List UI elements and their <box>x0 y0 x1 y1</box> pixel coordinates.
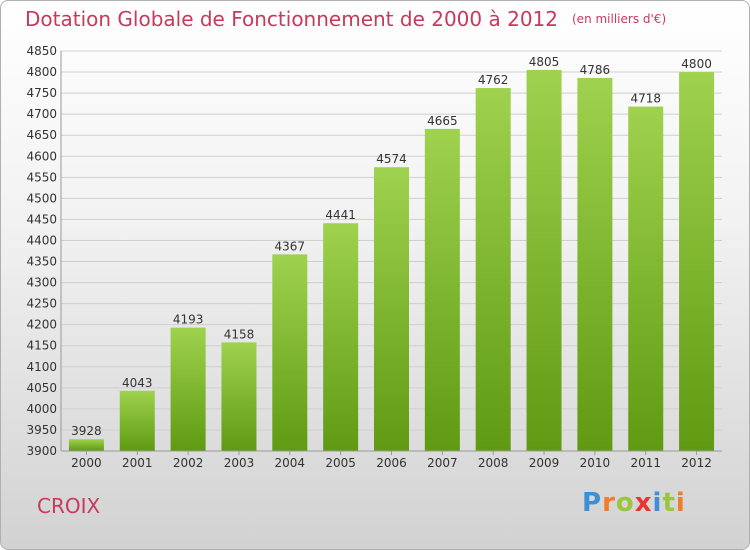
bar-value-label: 4441 <box>325 208 356 222</box>
logo-letter: r <box>602 488 616 518</box>
logo-letter: t <box>662 488 676 518</box>
bar-value-label: 4665 <box>427 114 458 128</box>
bar <box>628 106 664 451</box>
bar-value-label: 4158 <box>224 327 255 341</box>
y-tick-label: 4750 <box>26 86 57 100</box>
y-tick-label: 4350 <box>26 255 57 269</box>
y-tick-label: 4600 <box>26 149 57 163</box>
y-tick-label: 4050 <box>26 381 57 395</box>
bar-value-label: 4762 <box>478 73 509 87</box>
bar-value-label: 4805 <box>529 55 560 69</box>
bar-value-label: 3928 <box>71 424 102 438</box>
y-tick-label: 4550 <box>26 170 57 184</box>
x-tick-label: 2011 <box>630 456 661 470</box>
bar <box>221 342 257 451</box>
bar-value-label: 4786 <box>580 63 611 77</box>
bar <box>68 439 104 451</box>
bar-value-label: 4718 <box>630 92 661 106</box>
bar-value-label: 4193 <box>173 313 204 327</box>
bar-value-label: 4367 <box>275 239 306 253</box>
city-name: CROIX <box>37 494 101 518</box>
x-tick-label: 2010 <box>580 456 611 470</box>
x-tick-label: 2008 <box>478 456 509 470</box>
y-tick-label: 4300 <box>26 276 57 290</box>
y-tick-label: 3900 <box>26 444 57 458</box>
x-tick-label: 2012 <box>681 456 712 470</box>
y-tick-label: 4850 <box>26 44 57 58</box>
bar <box>272 254 308 451</box>
logo-letter: x <box>634 488 653 518</box>
bar <box>170 327 206 451</box>
y-tick-label: 4150 <box>26 339 57 353</box>
y-tick-label: 4650 <box>26 128 57 142</box>
x-tick-label: 2003 <box>224 456 255 470</box>
y-tick-label: 4000 <box>26 402 57 416</box>
x-tick-label: 2001 <box>122 456 153 470</box>
y-axis-ticks: 3900 3950 4000 4050 4100 4150 4200 4250 4300 4350… <box>26 44 722 458</box>
x-tick-label: 2004 <box>275 456 306 470</box>
y-tick-label: 4800 <box>26 65 57 79</box>
bar <box>679 72 715 451</box>
logo-letter: P <box>582 488 603 518</box>
bar <box>424 128 460 451</box>
bar <box>374 167 409 452</box>
y-tick-label: 4200 <box>26 318 57 332</box>
y-tick-label: 3950 <box>26 423 57 437</box>
value-labels: 3928 4043 4193 4158 4367 4441 4574 4665 4762 4805… <box>71 55 712 438</box>
bars <box>68 69 715 452</box>
bar-value-label: 4800 <box>681 57 712 71</box>
y-tick-label: 4700 <box>26 107 57 121</box>
bar <box>475 88 511 451</box>
y-tick-label: 4400 <box>26 233 57 247</box>
chart-title: Dotation Globale de Fonctionnement de 20… <box>25 7 666 31</box>
bar <box>323 223 359 451</box>
bar-value-label: 4574 <box>376 152 407 166</box>
title-text: Dotation Globale de Fonctionnement de 20… <box>25 7 558 31</box>
logo-letter: i <box>675 488 686 518</box>
x-tick-label: 2000 <box>71 456 102 470</box>
x-tick-label: 2006 <box>376 456 407 470</box>
y-tick-label: 4250 <box>26 297 57 311</box>
y-tick-label: 4500 <box>26 191 57 205</box>
proxiti-logo: Proxiti <box>582 488 686 518</box>
y-tick-label: 4100 <box>26 360 57 374</box>
x-tick-label: 2002 <box>173 456 204 470</box>
y-tick-label: 4450 <box>26 212 57 226</box>
bar <box>526 69 562 452</box>
bar <box>119 390 155 451</box>
chart-subtitle: (en milliers d'€) <box>572 12 667 26</box>
x-tick-label: 2007 <box>427 456 458 470</box>
x-axis-ticks: 2000 2001 2002 2003 2004 2005 2006 2007 2008 2009… <box>71 451 712 470</box>
bar-value-label: 4043 <box>122 376 153 390</box>
x-tick-label: 2005 <box>325 456 356 470</box>
bar <box>577 77 613 452</box>
logo-letter: i <box>652 488 663 518</box>
logo-letter: o <box>615 488 635 518</box>
x-tick-label: 2009 <box>529 456 560 470</box>
